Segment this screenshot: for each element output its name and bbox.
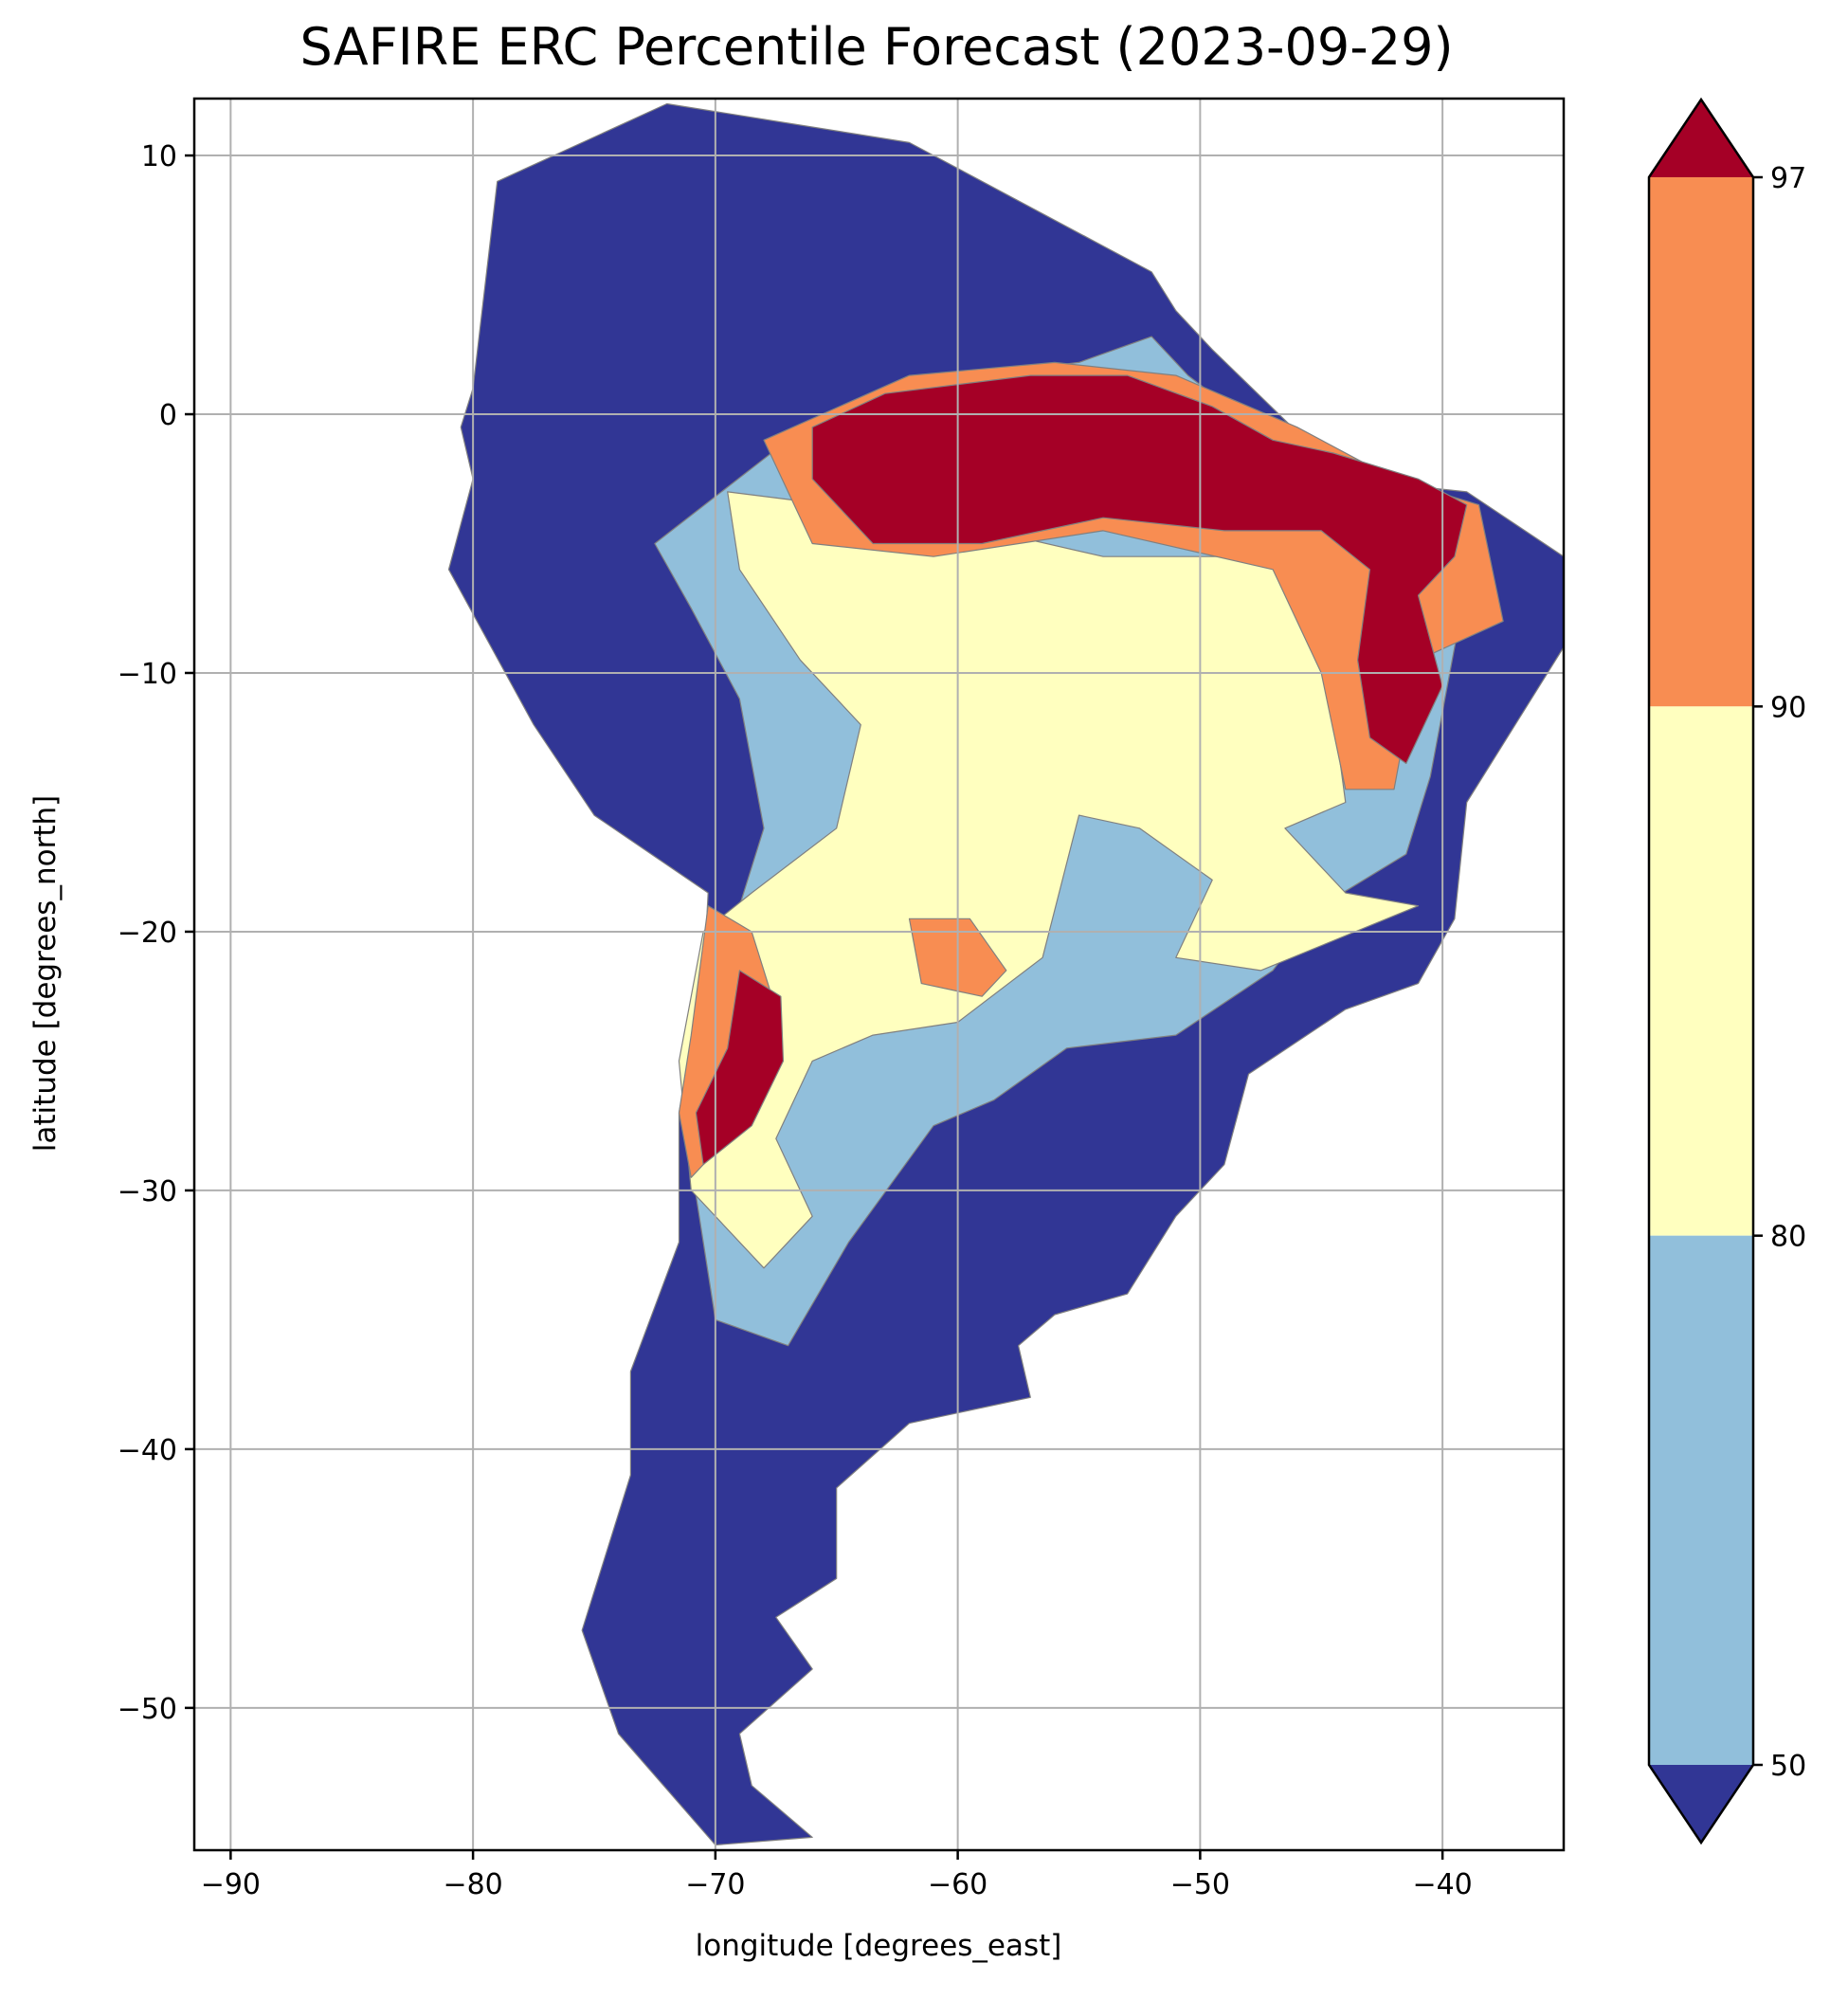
x-axis-label: longitude [degrees_east]	[696, 1929, 1062, 1963]
colorbar-segment	[1649, 706, 1753, 1236]
colorbar-extend-min	[1649, 1765, 1753, 1843]
chart-title: SAFIRE ERC Percentile Forecast (2023-09-…	[299, 17, 1454, 77]
colorbar-segment	[1649, 177, 1753, 707]
colorbar-extend-max	[1649, 100, 1753, 177]
colorbar-tick-label: 50	[1770, 1750, 1806, 1783]
y-tick-label: −50	[118, 1693, 177, 1726]
y-tick-label: −30	[118, 1175, 177, 1208]
colorbar-segment	[1649, 1235, 1753, 1765]
x-tick-label: −80	[443, 1868, 502, 1901]
y-axis-ticks: 10 0 −10 −20 −30 −40 −50	[118, 140, 194, 1726]
gridlines	[194, 99, 1564, 1850]
x-axis-ticks: −90 −80 −70 −60 −50 −40	[201, 1850, 1473, 1901]
percentile-regions	[447, 102, 1564, 1846]
y-tick-label: −10	[118, 658, 177, 691]
y-tick-label: 0	[159, 399, 177, 432]
x-tick-label: −60	[928, 1868, 987, 1901]
y-tick-label: 10	[141, 140, 177, 173]
y-tick-label: −20	[118, 917, 177, 950]
x-tick-label: −50	[1170, 1868, 1230, 1901]
x-tick-label: −40	[1412, 1868, 1472, 1901]
region-97	[695, 970, 785, 1166]
x-tick-label: −70	[685, 1868, 745, 1901]
y-tick-label: −40	[118, 1434, 177, 1467]
colorbar-tick-label: 80	[1770, 1221, 1806, 1254]
y-axis-label: latitude [degrees_north]	[28, 795, 63, 1152]
plot-frame	[192, 97, 1566, 1852]
x-tick-label: −90	[201, 1868, 261, 1901]
colorbar: 97 90 80 50	[1647, 97, 1806, 1845]
colorbar-tick-label: 90	[1770, 691, 1806, 724]
colorbar-tick-label: 97	[1770, 162, 1806, 195]
